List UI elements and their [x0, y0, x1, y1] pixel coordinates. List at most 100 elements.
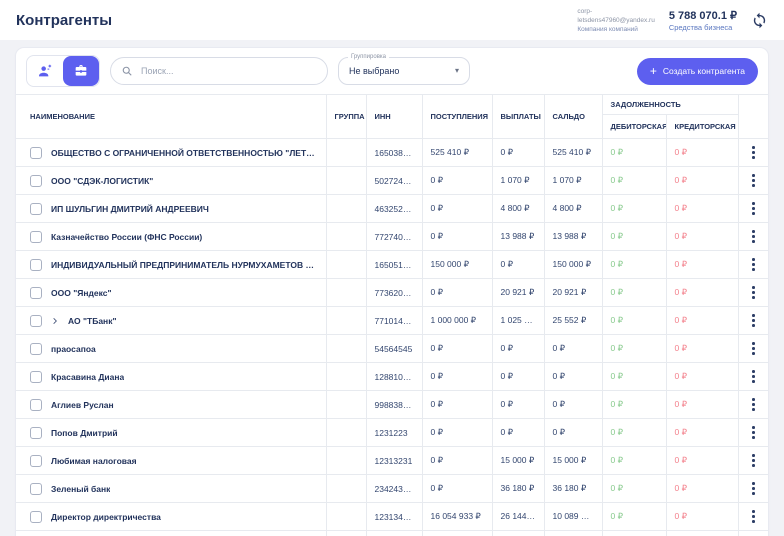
saldo-cell: 0 ₽	[543, 418, 602, 447]
search-input[interactable]	[139, 65, 317, 77]
income-cell: 0 ₽	[421, 194, 492, 223]
payments-cell: 4 800 ₽	[491, 194, 544, 223]
credit-cell: 0 ₽	[665, 418, 739, 447]
row-checkbox[interactable]	[30, 454, 42, 467]
counterparty-name: ООО "СДЭК-ЛОГИСТИК"	[51, 175, 154, 186]
kebab-menu-icon[interactable]	[739, 419, 768, 446]
people-plus-icon	[37, 63, 53, 79]
chevron-right-icon[interactable]	[51, 317, 59, 325]
payments-cell: 20 921 ₽	[491, 278, 544, 307]
column-header-income: ПОСТУПЛЕНИЯ	[421, 94, 492, 139]
counterparty-name: Попов Дмитрий	[51, 427, 118, 438]
account-email: letsdens47960@yandex.ru	[577, 16, 655, 24]
column-header-debt: ЗАДОЛЖЕННОСТЬ	[601, 94, 739, 115]
kebab-menu-icon[interactable]	[739, 475, 768, 502]
grouping-select[interactable]: Группировка Не выбрано ▾	[338, 54, 470, 85]
chevron-down-icon: ▾	[454, 66, 459, 75]
saldo-cell: 13 988 ₽	[543, 222, 602, 251]
inn-cell: 128810283012	[365, 362, 422, 391]
row-checkbox[interactable]	[30, 258, 42, 271]
credit-cell: 0 ₽	[665, 362, 739, 391]
income-cell: 24 733 854 ₽	[421, 530, 492, 536]
account-company: Компания компаний	[577, 25, 638, 33]
kebab-menu-icon[interactable]	[739, 279, 768, 306]
row-checkbox[interactable]	[30, 510, 42, 523]
income-cell: 0 ₽	[421, 362, 492, 391]
column-header-actions	[737, 94, 768, 139]
group-cell	[325, 138, 366, 167]
group-cell	[325, 362, 366, 391]
saldo-cell: 0 ₽	[543, 334, 602, 363]
kebab-menu-icon[interactable]	[739, 167, 768, 194]
counterparty-name: АО "ТБанк"	[68, 315, 117, 326]
table-row[interactable]: Казначейство России (ФНС России) 7727406…	[16, 222, 768, 251]
kebab-menu-icon[interactable]	[739, 251, 768, 278]
table-row[interactable]: Попов Дмитрий 1231223 0 ₽ 0 ₽ 0 ₽ 0 ₽ 0 …	[16, 418, 768, 447]
kebab-menu-icon[interactable]	[739, 503, 768, 530]
group-cell	[325, 502, 366, 531]
table-row[interactable]: Канцелпрщики 121293919 24 733 854 ₽ 1 50…	[16, 530, 768, 536]
refresh-icon[interactable]	[751, 12, 768, 29]
table-row[interactable]: праосапоа 54564545 0 ₽ 0 ₽ 0 ₽ 0 ₽ 0 ₽	[16, 334, 768, 363]
table-row[interactable]: Красавина Диана 128810283012 0 ₽ 0 ₽ 0 ₽…	[16, 362, 768, 391]
counterparty-name: ООО "Яндекс"	[51, 287, 112, 298]
top-bar: Контрагенты corp- letsdens47960@yandex.r…	[0, 0, 784, 40]
table-row[interactable]: Любимая налоговая 12313231 0 ₽ 15 000 ₽ …	[16, 446, 768, 475]
counterparty-name: Зеленый банк	[51, 483, 111, 494]
row-checkbox[interactable]	[30, 370, 42, 383]
column-header-saldo: САЛЬДО	[543, 94, 602, 139]
row-checkbox[interactable]	[30, 286, 42, 299]
debit-cell: 0 ₽	[601, 418, 666, 447]
table-row[interactable]: АО "ТБанк" 7710140679 1 000 000 ₽ 1 025 …	[16, 306, 768, 335]
column-header-payments: ВЫПЛАТЫ	[491, 94, 544, 139]
table-body: ОБЩЕСТВО С ОГРАНИЧЕННОЙ ОТВЕТСТВЕННОСТЬЮ…	[16, 138, 768, 536]
table-row[interactable]: ОБЩЕСТВО С ОГРАНИЧЕННОЙ ОТВЕТСТВЕННОСТЬЮ…	[16, 138, 768, 167]
payments-cell: 36 180 ₽	[491, 474, 544, 503]
income-cell: 525 410 ₽	[421, 138, 492, 167]
kebab-menu-icon[interactable]	[739, 531, 768, 536]
payments-cell: 13 988 ₽	[491, 222, 544, 251]
inn-cell: 99883821883	[365, 390, 422, 419]
row-checkbox[interactable]	[30, 202, 42, 215]
table-row[interactable]: Аглиев Руслан 99883821883 0 ₽ 0 ₽ 0 ₽ 0 …	[16, 390, 768, 419]
plus-icon: +	[649, 64, 657, 78]
counterparty-name: Красавина Диана	[51, 371, 125, 382]
row-checkbox[interactable]	[30, 482, 42, 495]
row-checkbox[interactable]	[30, 174, 42, 187]
kebab-menu-icon[interactable]	[739, 195, 768, 222]
table-row[interactable]: ИНДИВИДУАЛЬНЫЙ ПРЕДПРИНИМАТЕЛЬ НУРМУХАМЕ…	[16, 250, 768, 279]
inn-cell: 463252522088	[365, 194, 422, 223]
table-row[interactable]: ООО "СДЭК-ЛОГИСТИК" 5027249146 0 ₽ 1 070…	[16, 166, 768, 195]
row-checkbox[interactable]	[30, 314, 42, 327]
search-icon	[121, 65, 133, 77]
debit-cell: 0 ₽	[601, 502, 666, 531]
table-row[interactable]: ООО "Яндекс" 7736207543 0 ₽ 20 921 ₽ 20 …	[16, 278, 768, 307]
credit-cell: 0 ₽	[665, 250, 739, 279]
kebab-menu-icon[interactable]	[739, 363, 768, 390]
counterparty-name: ОБЩЕСТВО С ОГРАНИЧЕННОЙ ОТВЕТСТВЕННОСТЬЮ…	[51, 147, 318, 158]
payments-cell: 0 ₽	[491, 418, 544, 447]
kebab-menu-icon[interactable]	[739, 391, 768, 418]
saldo-cell: 0 ₽	[543, 390, 602, 419]
kebab-menu-icon[interactable]	[739, 447, 768, 474]
row-checkbox[interactable]	[30, 146, 42, 159]
kebab-menu-icon[interactable]	[739, 223, 768, 250]
row-checkbox[interactable]	[30, 342, 42, 355]
inn-cell: 54564545	[365, 334, 422, 363]
payments-cell: 0 ₽	[491, 250, 544, 279]
kebab-menu-icon[interactable]	[739, 307, 768, 334]
create-counterparty-button[interactable]: + Создать контрагента	[636, 57, 758, 85]
row-checkbox[interactable]	[30, 230, 42, 243]
companies-toggle-button[interactable]	[63, 56, 99, 86]
kebab-menu-icon[interactable]	[739, 139, 768, 166]
debit-cell: 0 ₽	[601, 166, 666, 195]
contacts-toggle-button[interactable]	[27, 56, 63, 86]
row-checkbox[interactable]	[30, 426, 42, 439]
kebab-menu-icon[interactable]	[739, 335, 768, 362]
account-info[interactable]: corp- letsdens47960@yandex.ru Компания к…	[577, 7, 654, 34]
table-row[interactable]: Зеленый банк 234243243234 0 ₽ 36 180 ₽ 3…	[16, 474, 768, 503]
table-row[interactable]: ИП ШУЛЬГИН ДМИТРИЙ АНДРЕЕВИЧ 46325252208…	[16, 194, 768, 223]
inn-cell: 5027249146	[365, 166, 422, 195]
table-row[interactable]: Директор директричества 123134325 16 054…	[16, 502, 768, 531]
row-checkbox[interactable]	[30, 398, 42, 411]
